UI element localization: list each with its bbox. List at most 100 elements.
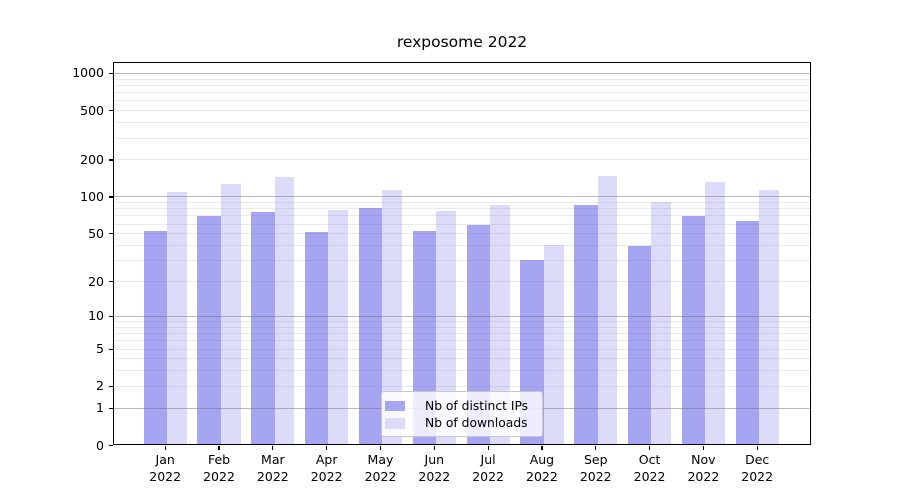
gridline-minor xyxy=(114,385,810,387)
x-tick-label: Jun 2022 xyxy=(418,452,451,484)
legend: Nb of distinct IPs Nb of downloads xyxy=(381,391,543,437)
gridline-minor xyxy=(114,122,810,124)
gridline-minor xyxy=(114,110,810,112)
bar-distinct-ips-oct xyxy=(627,246,652,445)
x-tick-label: Oct 2022 xyxy=(633,452,666,484)
x-tick-label: Feb 2022 xyxy=(203,452,235,484)
bar-downloads-jul xyxy=(489,205,510,445)
bar-downloads-may xyxy=(382,190,403,445)
gridline-minor xyxy=(114,223,810,225)
gridline-minor xyxy=(114,358,810,360)
y-axis-tick xyxy=(108,407,113,409)
gridline-minor xyxy=(114,281,810,283)
y-axis-tick xyxy=(108,233,113,235)
gridline-minor xyxy=(114,333,810,335)
gridline-minor xyxy=(114,245,810,246)
x-tick-label: Apr 2022 xyxy=(310,452,343,484)
y-axis-tick xyxy=(108,445,113,447)
x-axis-tick xyxy=(702,446,704,450)
x-axis-tick xyxy=(595,446,597,450)
y-tick-label: 10 xyxy=(88,308,104,324)
bar-downloads-nov xyxy=(705,181,725,445)
y-axis-tick xyxy=(108,72,113,75)
bar-downloads-sep xyxy=(597,175,618,445)
gridline-minor xyxy=(114,370,810,372)
gridline-major xyxy=(114,196,810,198)
y-tick-label: 0 xyxy=(96,437,104,453)
gridline-minor xyxy=(114,100,810,102)
bar-distinct-ips-dec xyxy=(735,221,759,445)
y-tick-label: 500 xyxy=(80,102,104,118)
bar-distinct-ips-nov xyxy=(681,216,706,445)
legend-item-downloads: Nb of downloads xyxy=(385,415,542,433)
bar-distinct-ips-jan xyxy=(143,231,167,445)
chart-title: rexposome 2022 xyxy=(396,33,528,51)
x-axis-tick xyxy=(326,446,328,450)
gridline-minor xyxy=(114,137,810,139)
gridline-minor xyxy=(114,326,810,328)
bar-downloads-apr xyxy=(328,210,349,445)
y-axis-tick xyxy=(108,385,113,388)
gridline-minor xyxy=(114,340,810,342)
y-axis-tick xyxy=(108,315,113,318)
y-axis-tick xyxy=(108,281,113,283)
legend-swatch-distinct-ips xyxy=(385,400,405,411)
gridline-minor xyxy=(114,260,810,262)
gridline-minor xyxy=(114,233,810,235)
x-axis-tick xyxy=(756,446,758,450)
gridline-minor xyxy=(114,78,810,80)
gridline-minor xyxy=(114,84,810,86)
x-tick-label: Jan 2022 xyxy=(149,452,182,484)
x-tick-label: Sep 2022 xyxy=(579,452,612,484)
x-tick-label: Dec 2022 xyxy=(741,452,774,484)
bar-downloads-jan xyxy=(167,191,187,445)
bar-distinct-ips-apr xyxy=(305,232,329,445)
bar-downloads-oct xyxy=(651,202,672,445)
x-tick-label: Aug 2022 xyxy=(526,452,558,484)
x-axis-tick xyxy=(272,446,274,450)
x-axis-tick xyxy=(218,446,220,450)
y-axis-tick xyxy=(108,159,113,161)
y-tick-label: 100 xyxy=(80,188,104,204)
x-tick-label: May 2022 xyxy=(364,452,397,484)
bar-downloads-feb xyxy=(220,184,241,445)
y-tick-label: 20 xyxy=(88,273,104,289)
bar-downloads-mar xyxy=(274,177,295,445)
gridline-minor xyxy=(114,348,810,350)
legend-label-downloads: Nb of downloads xyxy=(425,416,528,431)
y-tick-label: 5 xyxy=(96,341,104,356)
gridline-major xyxy=(114,315,810,317)
bar-distinct-ips-jul xyxy=(466,225,490,445)
x-axis-tick xyxy=(379,446,382,450)
gridline-minor xyxy=(114,159,810,161)
x-axis-tick xyxy=(433,446,435,450)
y-tick-label: 200 xyxy=(80,151,104,167)
bar-distinct-ips-feb xyxy=(197,216,221,445)
gridline-minor xyxy=(114,202,810,204)
legend-item-distinct-ips: Nb of distinct IPs xyxy=(385,397,542,415)
gridline-minor xyxy=(114,321,810,322)
gridline-minor xyxy=(114,92,810,94)
legend-label-distinct-ips: Nb of distinct IPs xyxy=(425,398,529,413)
y-tick-label: 1000 xyxy=(72,65,104,81)
gridline-minor xyxy=(114,215,810,217)
x-axis-tick xyxy=(164,446,166,450)
bar-distinct-ips-may xyxy=(358,208,383,445)
gridline-minor xyxy=(114,208,810,210)
bar-distinct-ips-mar xyxy=(251,211,275,445)
x-tick-label: Nov 2022 xyxy=(687,452,720,484)
x-tick-label: Jul 2022 xyxy=(472,452,504,484)
y-axis-tick xyxy=(108,196,113,198)
y-axis-tick xyxy=(108,348,113,350)
x-axis-tick xyxy=(541,446,543,450)
bar-downloads-dec xyxy=(758,189,779,445)
x-tick-label: Mar 2022 xyxy=(256,452,289,484)
y-tick-label: 50 xyxy=(88,225,104,241)
legend-swatch-downloads xyxy=(385,418,405,429)
y-tick-label: 1 xyxy=(96,400,104,416)
y-tick-label: 2 xyxy=(96,378,104,394)
bar-distinct-ips-sep xyxy=(574,205,598,445)
bar-downloads-jun xyxy=(436,211,456,445)
y-axis-tick xyxy=(108,110,113,112)
